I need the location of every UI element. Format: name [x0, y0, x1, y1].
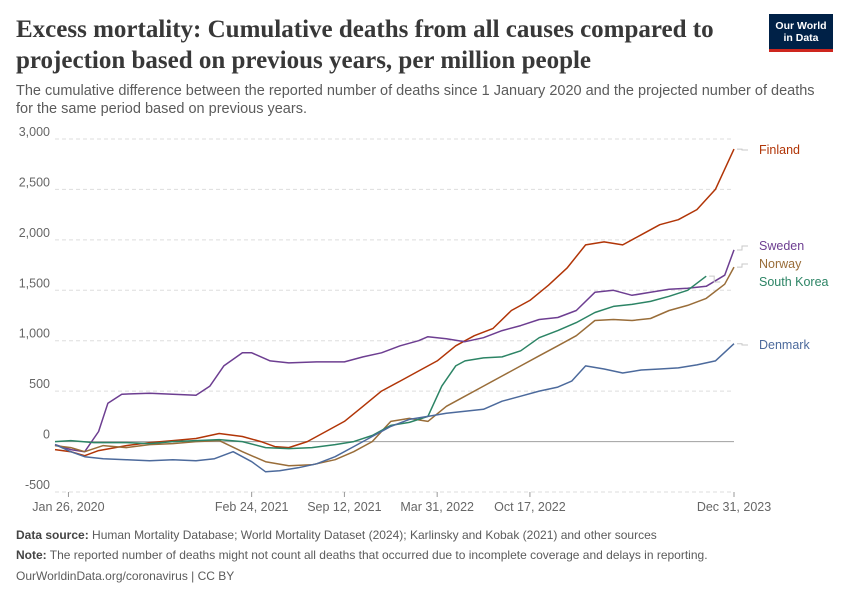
line-chart: -500 0 500 1,000 1,500 2,000 2,500 3,000 Jan 26… [19, 125, 829, 514]
series-line-finland[interactable] [54, 148, 735, 457]
label-connector [737, 245, 748, 251]
x-tick-label: Oct 17, 2022 [494, 500, 566, 514]
y-tick-label: 1,000 [19, 327, 50, 341]
source-label: Data source: [16, 528, 89, 542]
series-line-norway[interactable] [54, 266, 735, 467]
y-tick-label: 0 [43, 428, 50, 442]
x-tick-label: Sep 12, 2021 [307, 500, 381, 514]
logo-line-2: in Data [783, 32, 819, 44]
y-tick-label: 2,500 [19, 175, 50, 189]
note-label: Note: [16, 548, 47, 562]
logo-line-1: Our World [775, 20, 827, 32]
series-line-sweden[interactable] [54, 249, 735, 453]
label-connector [737, 343, 748, 346]
label-connector [737, 263, 748, 268]
series-label-norway[interactable]: Norway [759, 257, 802, 271]
label-connector [709, 275, 721, 283]
source-text: Human Mortality Database; World Mortalit… [92, 528, 657, 542]
y-tick-label: -500 [25, 478, 50, 492]
chart-subtitle: The cumulative difference between the re… [16, 83, 815, 117]
label-connector [737, 148, 748, 151]
x-tick-label: Jan 26, 2020 [32, 500, 104, 514]
series-label-south-korea[interactable]: South Korea [759, 275, 829, 289]
series-label-finland[interactable]: Finland [759, 143, 800, 157]
credit-link[interactable]: OurWorldinData.org/coronavirus | CC BY [16, 569, 235, 583]
y-tick-label: 1,500 [19, 276, 50, 290]
x-tick-label: Mar 31, 2022 [400, 500, 474, 514]
chart-title: Excess mortality: Cumulative deaths from… [16, 16, 714, 74]
series-label-denmark[interactable]: Denmark [759, 338, 810, 352]
note-text: The reported number of deaths might not … [49, 548, 708, 562]
y-tick-label: 2,000 [19, 226, 50, 240]
series-label-sweden[interactable]: Sweden [759, 239, 804, 253]
owid-logo[interactable]: Our World in Data [769, 14, 833, 52]
source-line: Data source: Human Mortality Database; W… [16, 528, 657, 542]
y-tick-label: 500 [29, 377, 50, 391]
x-tick-label: Feb 24, 2021 [215, 500, 289, 514]
note-line: Note: The reported number of deaths migh… [16, 548, 708, 562]
y-tick-label: 3,000 [19, 125, 50, 139]
series-line-south-korea[interactable] [54, 275, 707, 450]
series-line-denmark[interactable] [54, 343, 735, 473]
x-tick-label: Dec 31, 2023 [697, 500, 771, 514]
